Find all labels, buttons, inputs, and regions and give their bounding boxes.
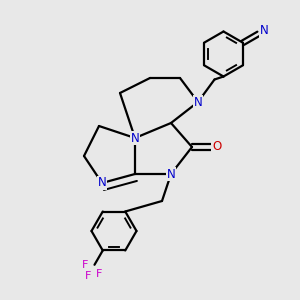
Text: N: N xyxy=(194,95,202,109)
Text: N: N xyxy=(167,167,176,181)
Text: N: N xyxy=(260,24,269,37)
Text: F: F xyxy=(96,268,102,278)
Text: O: O xyxy=(212,140,221,154)
Text: F: F xyxy=(85,272,91,281)
Text: N: N xyxy=(98,176,106,190)
Text: N: N xyxy=(130,131,140,145)
Text: F: F xyxy=(82,260,88,270)
